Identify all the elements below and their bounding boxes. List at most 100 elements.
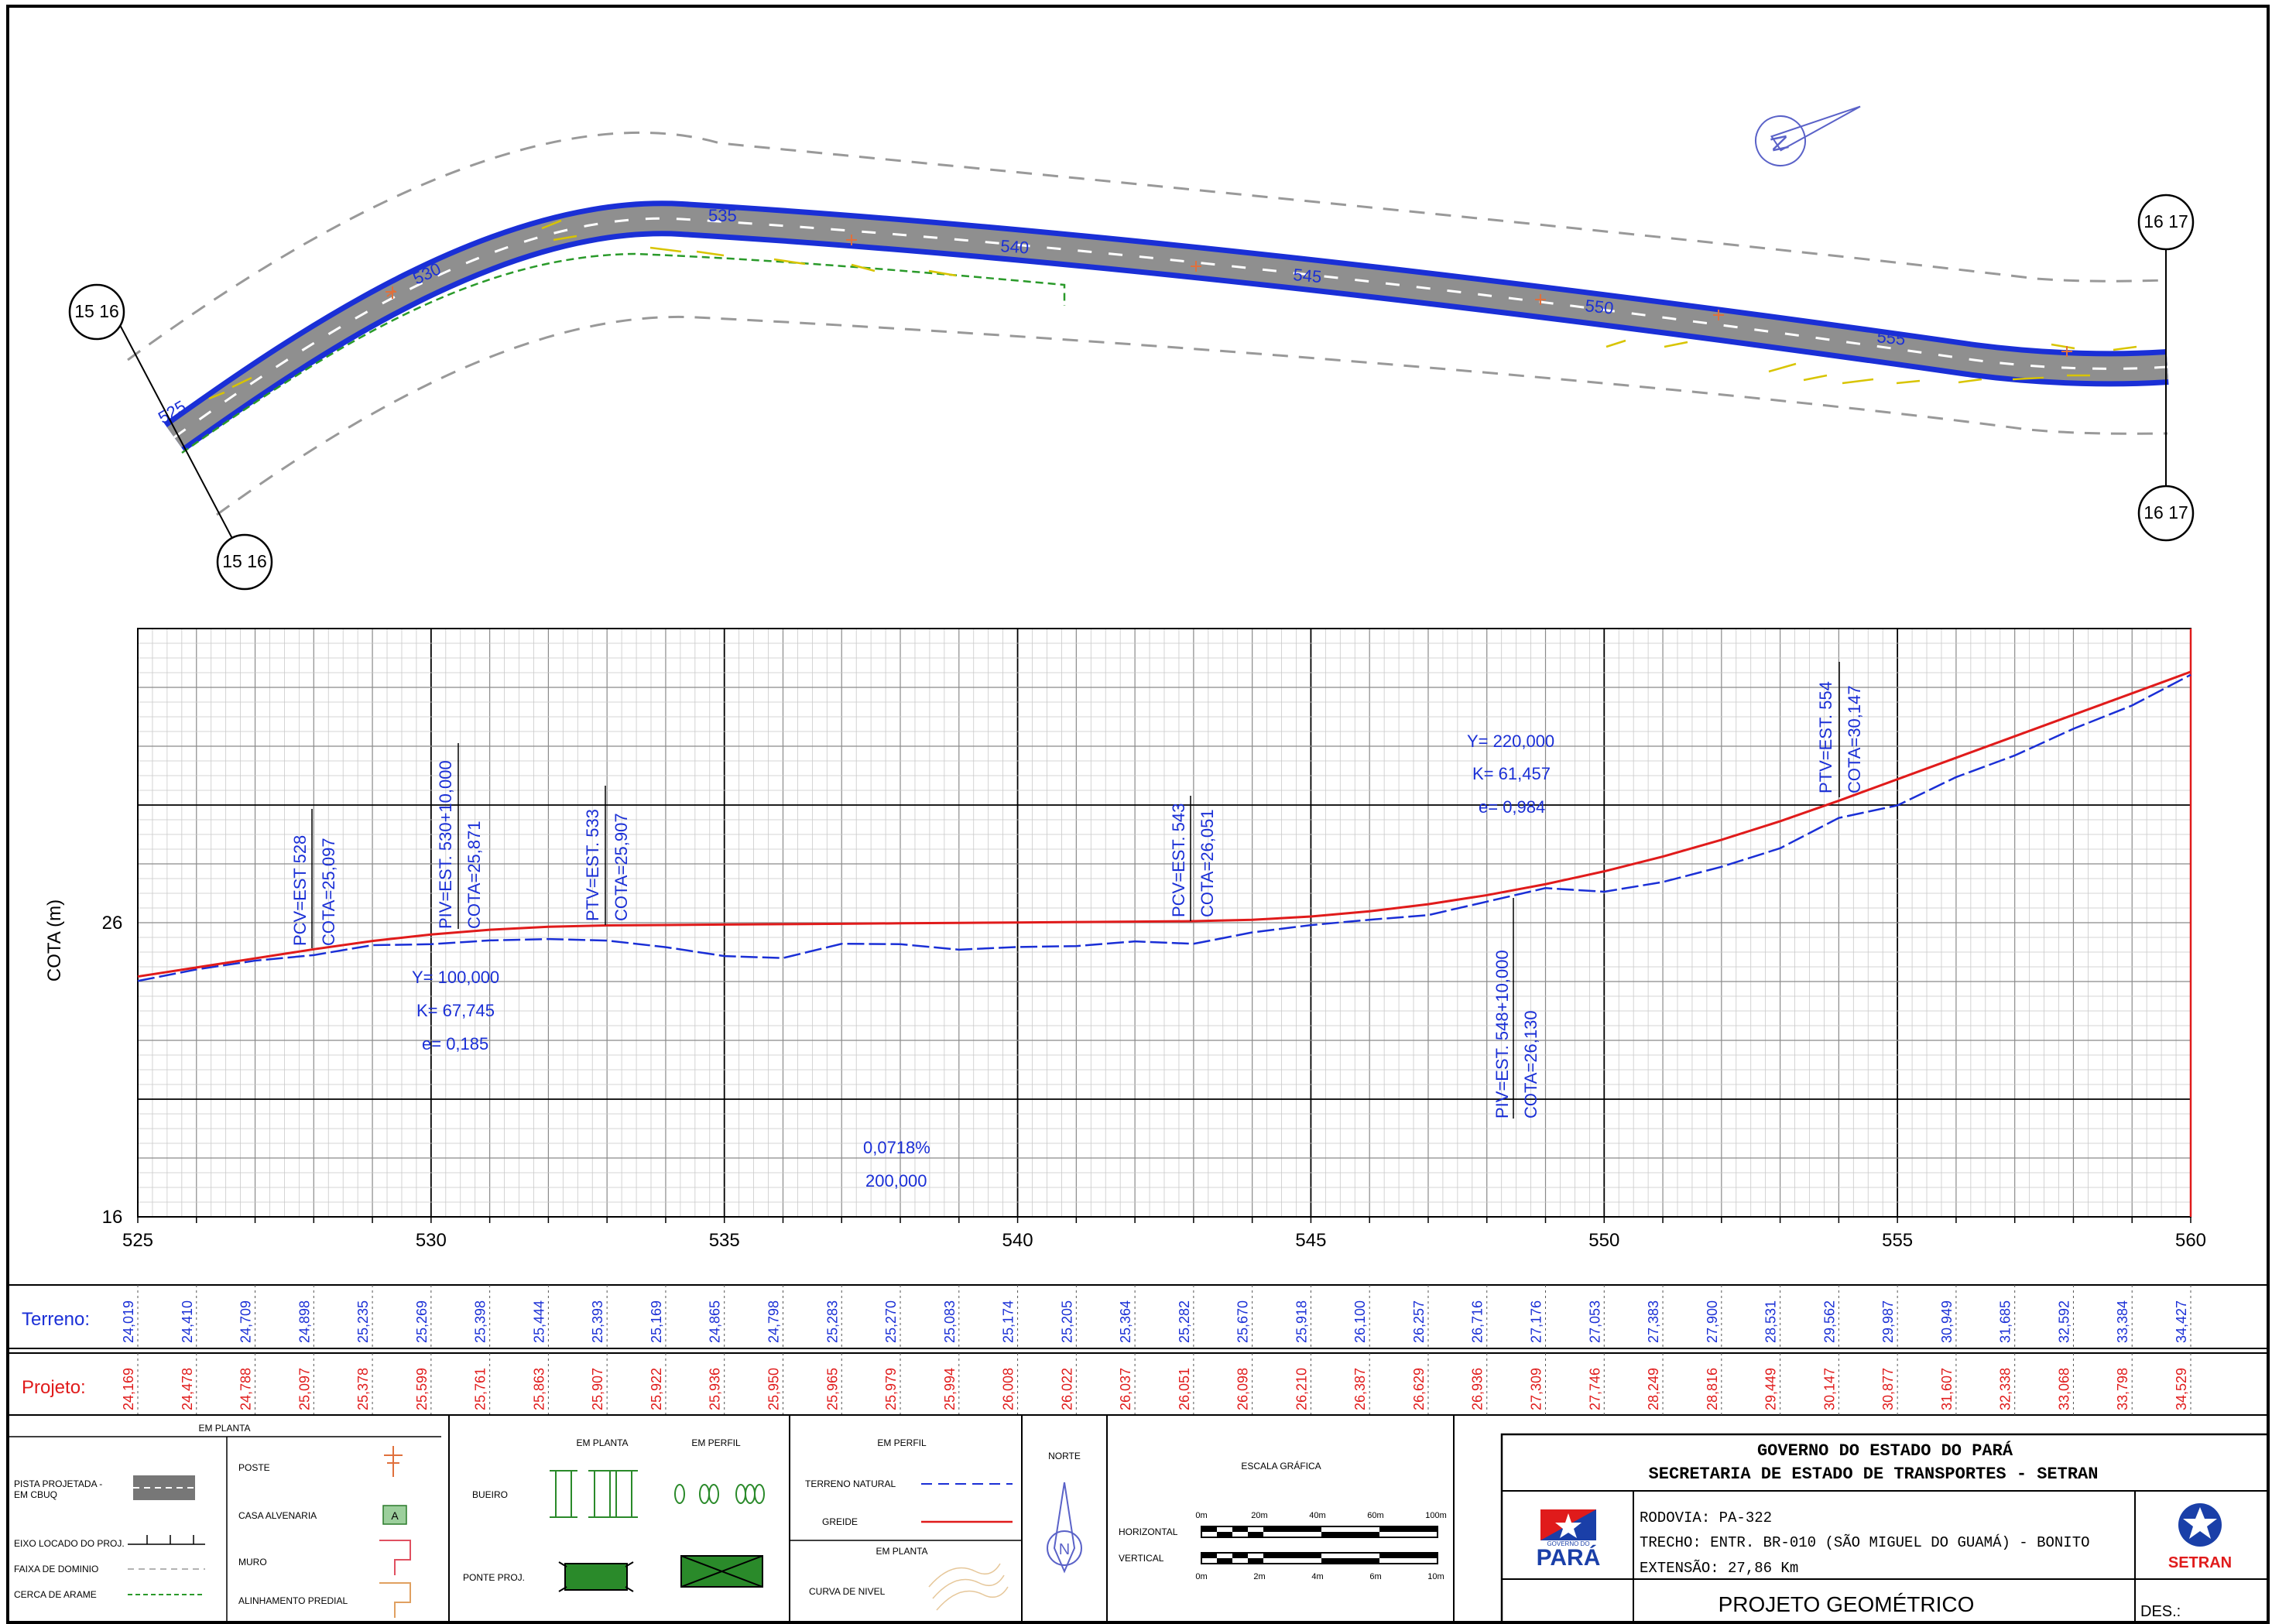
terreno-value: 25,283 [824, 1300, 840, 1343]
terreno-row-label: Terreno: [22, 1309, 90, 1330]
projeto-value: 28,249 [1646, 1368, 1661, 1410]
x-tick-label: 555 [1882, 1230, 1913, 1251]
projeto-value: 27,309 [1529, 1368, 1544, 1410]
legend-casa: CASA ALVENARIA [238, 1510, 317, 1521]
legend-norte: NORTE [1048, 1451, 1081, 1461]
north-arrow-icon: N [1755, 105, 1861, 166]
legend-frame [7, 1414, 1455, 1623]
curve1-y: Y= 100,000 [412, 968, 499, 987]
annotation-cota528: COTA=25,097 [319, 838, 338, 946]
projeto-value: 28,816 [1705, 1368, 1720, 1410]
v-scale-tick: 0m [1195, 1572, 1207, 1581]
plan-station-label: 550 [1584, 296, 1614, 318]
terreno-value: 25,444 [531, 1300, 547, 1343]
match-circle-label: 16 17 [2143, 502, 2188, 522]
legend-bueiro: BUEIRO [472, 1489, 508, 1500]
para-logo-small-text: GOVERNO DO [1547, 1540, 1589, 1547]
x-tick-label: 525 [122, 1230, 153, 1251]
ponte-plan-symbol [558, 1561, 634, 1592]
projeto-value: 24,169 [121, 1368, 136, 1410]
vertical-scale-bar [1201, 1552, 1438, 1564]
v-scale-tick: 2m [1253, 1572, 1265, 1581]
eixo-symbol [128, 1535, 205, 1545]
title-block: GOVERNO DO ESTADO DO PARÁ SECRETARIA DE … [1500, 1433, 2270, 1624]
projeto-value: 25,761 [473, 1368, 488, 1410]
projeto-value: 34,529 [2174, 1368, 2189, 1410]
terreno-value: 24,865 [708, 1300, 723, 1343]
terreno-value: 27,383 [1646, 1300, 1661, 1343]
annotation-piv548: PIV=EST. 548+10,000 [1492, 950, 1512, 1119]
legend-terreno-natural: TERRENO NATURAL [805, 1478, 896, 1489]
plan-station-label: 540 [1000, 236, 1030, 258]
projeto-value: 32,338 [1998, 1368, 2013, 1410]
legend-north-arrow-icon: N [1047, 1482, 1082, 1574]
annotation-piv530: PIV=EST. 530+10,000 [436, 760, 455, 929]
title-extensao: EXTENSÃO: 27,86 Km [1640, 1560, 1798, 1577]
projeto-value: 25,965 [824, 1368, 840, 1410]
title-block-frame [1500, 1433, 2270, 1624]
y-tick-label: 16 [102, 1207, 123, 1228]
legend-horizontal: HORIZONTAL [1119, 1526, 1178, 1537]
projeto-value: 25,979 [883, 1368, 899, 1410]
legend-greide: GREIDE [822, 1516, 858, 1527]
fence-line [181, 252, 1066, 454]
projeto-value: 30,147 [1821, 1368, 1837, 1410]
y-tick-label: 26 [102, 913, 123, 934]
projeto-value: 25,936 [708, 1368, 723, 1410]
casa-symbol-letter: A [391, 1509, 399, 1522]
terreno-value: 24,019 [121, 1300, 136, 1343]
legend-col3-planta: EM PLANTA [876, 1546, 927, 1557]
para-logo-text: PARÁ [1537, 1544, 1601, 1571]
projeto-value: 26,936 [1470, 1368, 1486, 1410]
terreno-value: 33,384 [2115, 1300, 2130, 1343]
casa-symbol [382, 1505, 407, 1525]
terreno-value: 28,531 [1763, 1300, 1779, 1343]
projeto-value: 25,097 [296, 1368, 312, 1410]
legend-curva: CURVA DE NIVEL [809, 1586, 886, 1597]
x-tick-label: 540 [1002, 1230, 1033, 1251]
title-gov: GOVERNO DO ESTADO DO PARÁ [1757, 1441, 2013, 1461]
projeto-value: 29,449 [1763, 1368, 1779, 1410]
muro-symbol [379, 1540, 411, 1575]
projeto-value: 26,037 [1118, 1368, 1133, 1410]
poste-symbol [384, 1446, 403, 1477]
plan-station-label: 545 [1293, 265, 1323, 286]
match-circle: 15 16 [68, 283, 125, 341]
terreno-value: 25,918 [1294, 1300, 1309, 1343]
legend-eixo: EIXO LOCADO DO PROJ. [14, 1538, 125, 1549]
legend-alinhamento: ALINHAMENTO PREDIAL [238, 1595, 348, 1606]
terreno-value: 25,205 [1059, 1300, 1074, 1343]
legend-poste: POSTE [238, 1462, 270, 1473]
annotation-cota554: COTA=30,147 [1845, 685, 1864, 793]
projeto-value: 25,599 [414, 1368, 430, 1410]
h-scale-tick: 100m [1425, 1511, 1447, 1520]
plan-station-label: 555 [1876, 327, 1906, 349]
terreno-value: 25,169 [649, 1300, 664, 1343]
curve2-y: Y= 220,000 [1467, 731, 1554, 751]
annotation-cota548: COTA=26,130 [1521, 1010, 1540, 1119]
annotation-cota530: COTA=25,871 [464, 821, 484, 929]
terreno-value: 25,670 [1235, 1300, 1251, 1343]
curve2-k: K= 61,457 [1472, 764, 1551, 783]
title-secretaria: SECRETARIA DE ESTADO DE TRANSPORTES - SE… [1649, 1465, 2099, 1484]
terreno-value: 27,900 [1705, 1300, 1720, 1343]
curve1-k: K= 67,745 [416, 1001, 495, 1020]
legend-escala: ESCALA GRÁFICA [1241, 1460, 1321, 1472]
terreno-value: 25,235 [355, 1300, 371, 1343]
alinhamento-symbol [379, 1582, 411, 1618]
right-of-way-lower [216, 315, 2168, 516]
profile-axes: 525 530 535 540 545 550 555 560 [122, 628, 2206, 1251]
annotation-ptv554: PTV=EST. 554 [1816, 681, 1835, 793]
vegetation-marks [208, 219, 2137, 400]
terreno-value: 25,269 [414, 1300, 430, 1343]
profile-series [137, 670, 2191, 982]
legend-pista-line1: PISTA PROJETADA - [14, 1478, 102, 1489]
terreno-value: 29,562 [1821, 1300, 1837, 1343]
match-circle: 16 17 [2137, 194, 2195, 251]
terreno-value: 24,709 [238, 1300, 254, 1343]
legend-col2-perfil: EM PERFIL [691, 1437, 741, 1448]
legend-north-letter: N [1059, 1541, 1070, 1558]
legend-pista-line2: EM CBUQ [14, 1489, 57, 1500]
plan-station-label: 535 [708, 206, 737, 225]
horizontal-scale-bar [1201, 1526, 1438, 1538]
